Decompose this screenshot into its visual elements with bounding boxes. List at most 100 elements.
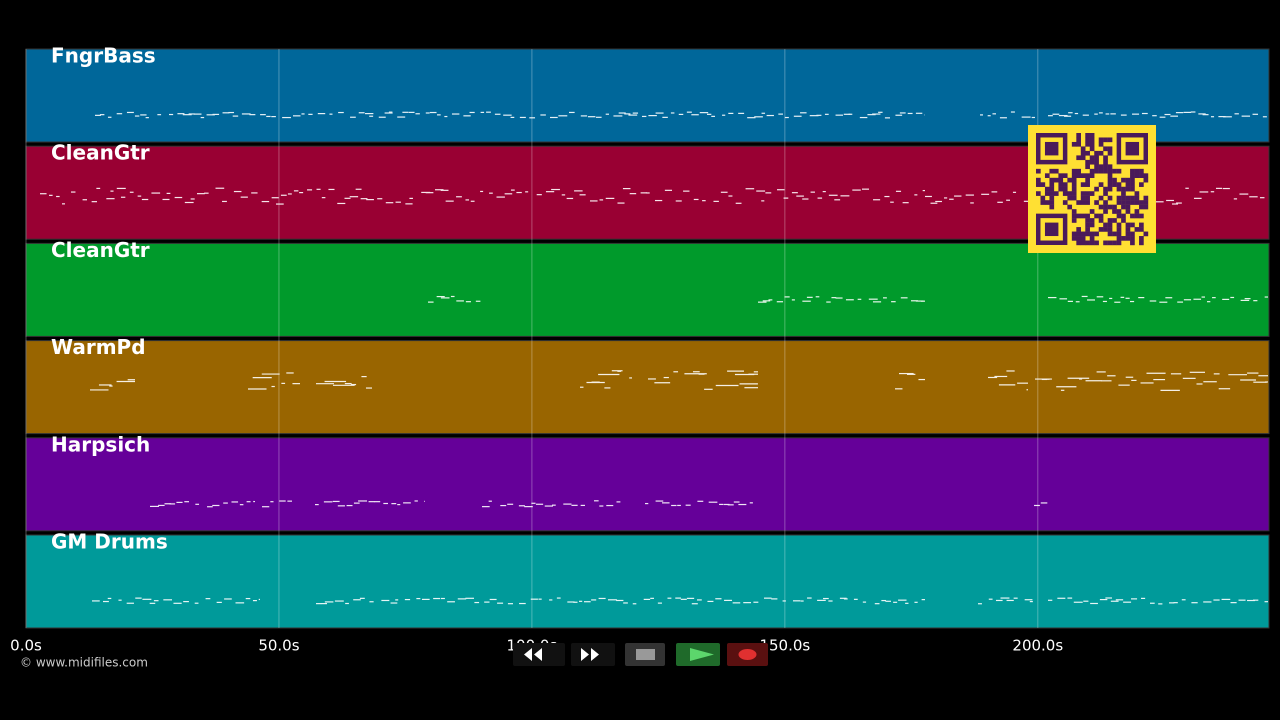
qr-module bbox=[1130, 222, 1135, 228]
qr-module bbox=[1139, 168, 1144, 174]
qr-finder bbox=[1044, 141, 1059, 156]
qr-module bbox=[1103, 146, 1108, 152]
qr-module bbox=[1098, 182, 1104, 187]
track-lane bbox=[25, 242, 1270, 337]
qr-module bbox=[1049, 168, 1055, 174]
qr-module bbox=[1044, 186, 1050, 192]
qr-module bbox=[1040, 195, 1046, 201]
qr-module bbox=[1076, 133, 1081, 138]
qr-module bbox=[1121, 177, 1126, 183]
qr-module bbox=[1040, 200, 1046, 205]
qr-module bbox=[1130, 186, 1135, 192]
qr-module bbox=[1085, 133, 1090, 138]
qr-module bbox=[1103, 227, 1108, 232]
qr-module bbox=[1080, 173, 1086, 178]
qr-module bbox=[1125, 236, 1131, 241]
qr-module bbox=[1134, 209, 1140, 214]
note-texture bbox=[150, 500, 1048, 508]
note-texture bbox=[40, 187, 1265, 205]
qr-module bbox=[1049, 204, 1055, 210]
qr-module bbox=[1094, 213, 1099, 219]
qr-module bbox=[1139, 236, 1144, 241]
qr-module bbox=[1071, 173, 1077, 178]
qr-module bbox=[1121, 195, 1126, 201]
track-name: GM Drums bbox=[51, 530, 168, 554]
qr-module bbox=[1103, 186, 1108, 192]
qr-module bbox=[1080, 150, 1086, 156]
qr-module bbox=[1125, 200, 1131, 205]
qr-module bbox=[1094, 159, 1099, 165]
qr-module bbox=[1116, 222, 1122, 228]
qr-module bbox=[1085, 240, 1090, 246]
qr-module bbox=[1121, 218, 1126, 223]
qr-module bbox=[1103, 159, 1108, 165]
qr-module bbox=[1062, 191, 1068, 196]
qr-module bbox=[1071, 236, 1077, 241]
qr-module bbox=[1143, 231, 1149, 237]
qr-module bbox=[1139, 240, 1144, 246]
qr-module bbox=[1139, 173, 1144, 178]
qr-module bbox=[1049, 182, 1055, 187]
qr-module bbox=[1107, 186, 1113, 192]
qr-module bbox=[1076, 236, 1081, 241]
qr-module bbox=[1130, 168, 1135, 174]
qr-module bbox=[1080, 191, 1086, 196]
note-texture bbox=[90, 370, 1268, 391]
qr-module bbox=[1085, 195, 1090, 201]
track-name: CleanGtr bbox=[51, 141, 150, 165]
qr-module bbox=[1103, 155, 1108, 161]
rewind-icon bbox=[524, 648, 542, 661]
qr-module bbox=[1103, 222, 1108, 228]
qr-module bbox=[1076, 141, 1081, 147]
qr-module bbox=[1107, 218, 1113, 223]
qr-module bbox=[1107, 177, 1113, 183]
qr-module bbox=[1125, 182, 1131, 187]
qr-module bbox=[1098, 227, 1104, 232]
qr-module bbox=[1103, 200, 1108, 205]
qr-module bbox=[1125, 227, 1131, 232]
qr-module bbox=[1112, 218, 1117, 223]
qr-module bbox=[1094, 200, 1099, 205]
transport-controls bbox=[513, 643, 768, 666]
track-lane bbox=[25, 437, 1270, 532]
qr-module bbox=[1085, 150, 1090, 156]
qr-module bbox=[1076, 227, 1081, 232]
qr-module bbox=[1134, 200, 1140, 205]
qr-module bbox=[1107, 150, 1113, 156]
qr-module bbox=[1130, 182, 1135, 187]
qr-module bbox=[1139, 182, 1144, 187]
qr-module bbox=[1071, 141, 1077, 147]
qr-module bbox=[1098, 164, 1104, 170]
qr-module bbox=[1071, 209, 1077, 214]
qr-module bbox=[1053, 191, 1059, 196]
qr-module bbox=[1094, 240, 1099, 246]
qr-module bbox=[1139, 213, 1144, 219]
qr-module bbox=[1036, 191, 1041, 196]
qr-module bbox=[1134, 168, 1140, 174]
qr-module bbox=[1076, 137, 1081, 143]
qr-module bbox=[1116, 236, 1122, 241]
qr-module bbox=[1076, 173, 1081, 178]
qr-module bbox=[1116, 240, 1122, 246]
play-icon bbox=[690, 648, 714, 661]
qr-module bbox=[1107, 146, 1113, 152]
qr-module bbox=[1089, 236, 1095, 241]
note-texture bbox=[428, 295, 1268, 303]
qr-module bbox=[1049, 195, 1055, 201]
qr-module bbox=[1080, 195, 1086, 201]
qr-module bbox=[1071, 186, 1077, 192]
qr-module bbox=[1107, 173, 1113, 178]
qr-module bbox=[1080, 200, 1086, 205]
qr-module bbox=[1062, 173, 1068, 178]
qr-module bbox=[1085, 177, 1090, 183]
qr-module bbox=[1107, 222, 1113, 228]
track-name: Harpsich bbox=[51, 432, 150, 456]
qr-module bbox=[1103, 168, 1108, 174]
note-texture bbox=[92, 597, 1268, 605]
qr-module bbox=[1049, 191, 1055, 196]
qr-module bbox=[1107, 240, 1113, 246]
qr-module bbox=[1139, 227, 1144, 232]
qr-module bbox=[1139, 200, 1144, 205]
qr-module bbox=[1089, 141, 1095, 147]
